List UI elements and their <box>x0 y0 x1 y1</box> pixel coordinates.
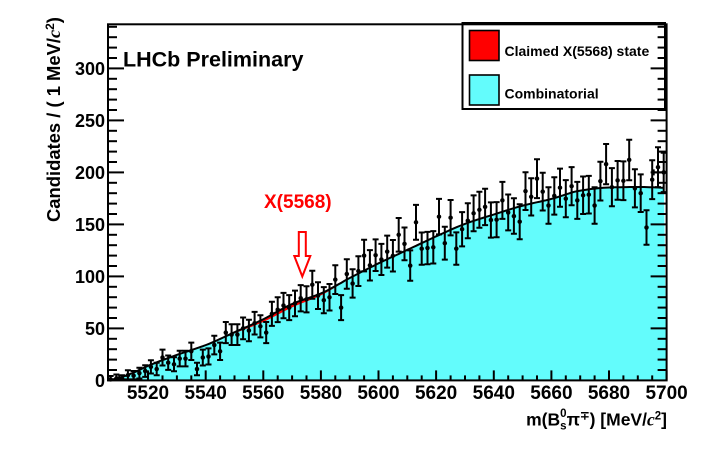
svg-text:LHCb Preliminary: LHCb Preliminary <box>123 48 303 72</box>
svg-text:5680: 5680 <box>588 383 630 404</box>
svg-text:50: 50 <box>85 319 105 339</box>
svg-text:5700: 5700 <box>645 383 687 404</box>
svg-text:5660: 5660 <box>530 383 572 404</box>
svg-text:150: 150 <box>75 215 105 235</box>
svg-text:250: 250 <box>75 111 105 131</box>
svg-text:100: 100 <box>75 267 105 287</box>
svg-text:Candidates / ( 1 MeV/c2): Candidates / ( 1 MeV/c2) <box>43 17 64 222</box>
svg-text:5620: 5620 <box>415 383 457 404</box>
svg-text:5560: 5560 <box>242 383 284 404</box>
svg-text:0: 0 <box>95 371 105 391</box>
svg-text:5540: 5540 <box>185 383 227 404</box>
svg-text:5520: 5520 <box>127 383 169 404</box>
svg-text:Combinatorial: Combinatorial <box>505 86 599 102</box>
svg-text:300: 300 <box>75 59 105 79</box>
svg-text:5600: 5600 <box>357 383 399 404</box>
svg-text:5580: 5580 <box>300 383 342 404</box>
svg-text:Claimed X(5568) state: Claimed X(5568) state <box>505 43 650 59</box>
svg-text:5640: 5640 <box>473 383 515 404</box>
svg-text:X(5568): X(5568) <box>264 192 332 213</box>
svg-text:200: 200 <box>75 163 105 183</box>
